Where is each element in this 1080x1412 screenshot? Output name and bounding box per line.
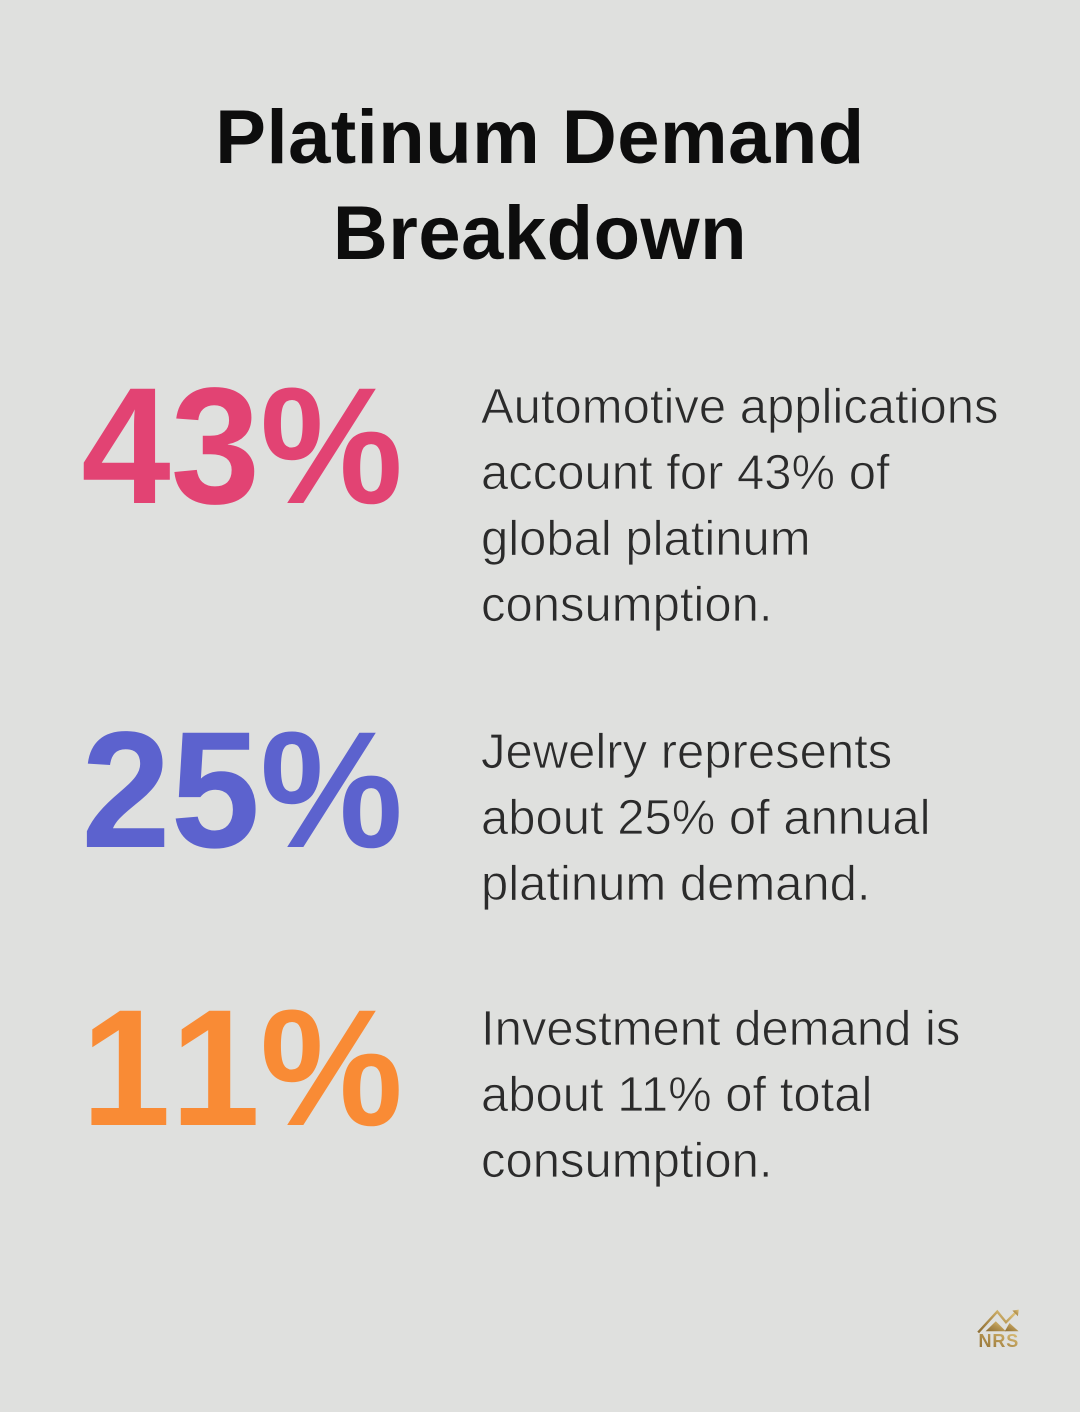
svg-text:NRS: NRS xyxy=(979,1331,1020,1351)
